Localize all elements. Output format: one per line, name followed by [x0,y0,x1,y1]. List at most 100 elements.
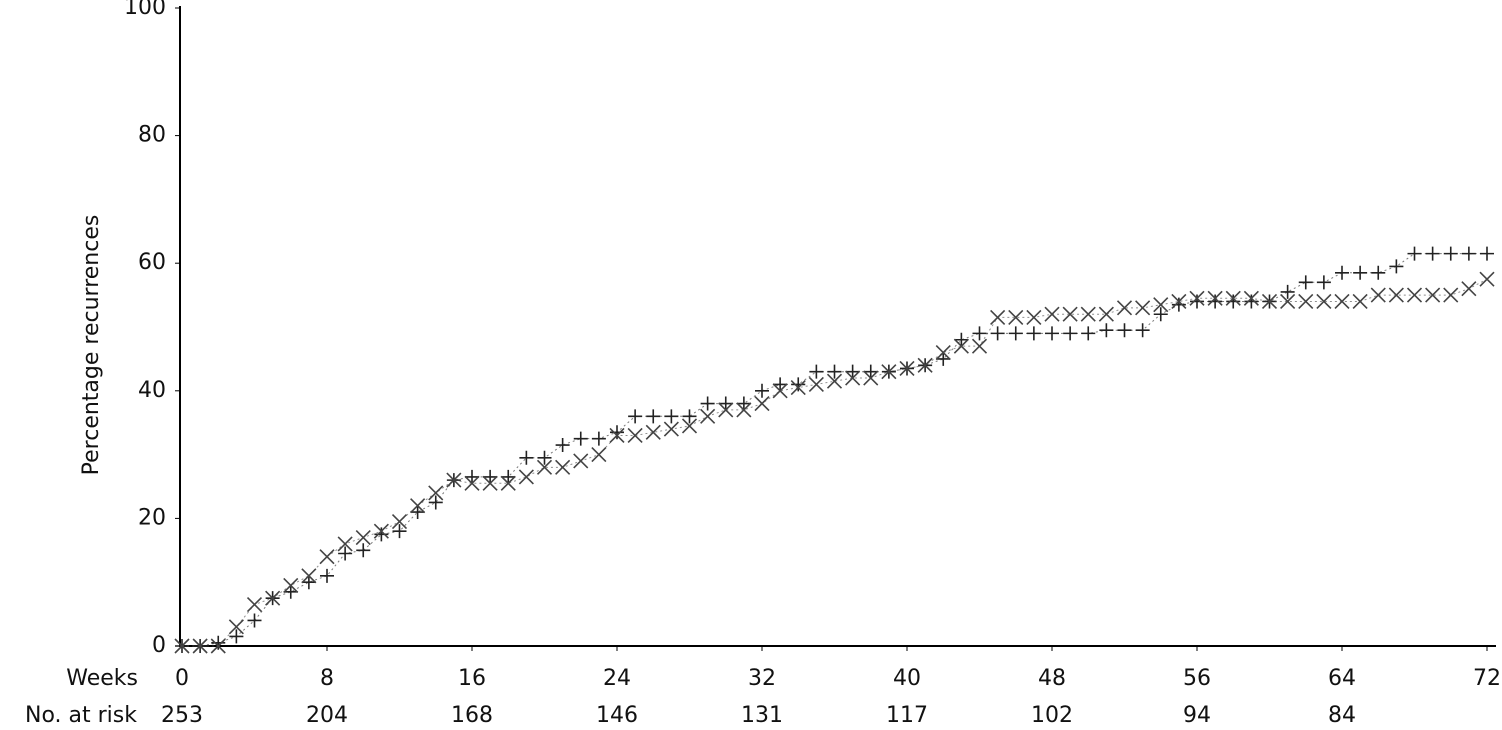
x-tick-label: 56 [1183,666,1211,691]
marker [1479,271,1495,287]
marker [609,427,625,444]
marker [935,344,951,361]
marker [410,498,426,514]
risk-value: 84 [1328,703,1356,728]
marker [210,638,226,654]
marker [1117,323,1132,338]
marker [791,377,806,392]
marker [319,549,335,565]
marker [1353,265,1368,280]
marker [446,472,462,488]
marker [211,635,226,650]
series-line [182,278,1488,647]
marker [1063,326,1078,341]
marker [1371,265,1386,280]
marker [483,469,498,484]
marker [1026,309,1042,325]
marker [1388,287,1404,303]
y-tick-label: 20 [138,505,166,530]
marker [391,514,408,530]
marker [465,469,479,484]
marker [772,383,788,399]
marker [1171,297,1186,312]
marker [610,425,624,440]
marker [464,475,480,491]
x-tick-label: 40 [893,666,921,691]
marker [1026,326,1041,341]
marker [229,629,244,644]
marker [1081,326,1096,341]
marker [1153,297,1169,313]
marker [428,485,444,501]
marker [518,469,534,485]
marker [1425,246,1440,261]
marker [1425,287,1441,303]
marker [628,409,643,424]
risk-value: 168 [451,703,493,728]
marker [1480,246,1494,261]
y-axis-label: Percentage recurrences [79,215,104,476]
risk-value: 204 [306,703,348,728]
risk-value: 102 [1031,703,1073,728]
marker [1045,326,1059,341]
marker [845,370,861,386]
marker [773,377,788,392]
marker [265,590,281,606]
marker [228,619,244,635]
marker [1226,294,1241,309]
marker [736,402,752,418]
marker [917,357,933,373]
marker [320,568,334,583]
marker [845,364,860,379]
marker [1062,306,1078,322]
marker [591,431,606,446]
marker [1171,293,1187,310]
marker [972,326,987,341]
marker [754,395,770,412]
marker [1335,265,1349,280]
marker [646,409,661,424]
marker [990,326,1005,341]
marker [246,596,263,613]
marker [1407,246,1422,261]
risk-value: 253 [161,703,203,728]
marker [645,424,661,440]
marker [1370,287,1386,303]
marker [1116,300,1133,316]
marker [809,364,824,379]
marker [1334,293,1350,310]
marker [1190,294,1204,309]
marker [501,469,516,484]
marker [482,475,498,491]
marker [1461,281,1477,297]
marker [1352,293,1368,310]
y-tick-label: 100 [124,0,166,20]
x-tick-label: 48 [1038,666,1066,691]
marker [682,409,697,424]
marker [1261,293,1278,310]
marker [392,524,407,539]
marker [1080,306,1096,322]
marker [627,427,643,444]
marker [1153,307,1168,322]
marker [863,364,878,379]
marker [718,396,733,411]
marker [519,450,534,465]
marker [1208,294,1223,309]
marker [863,370,879,386]
marker [573,431,588,446]
risk-label: No. at risk [25,703,137,728]
marker [990,309,1006,325]
marker [174,638,190,654]
x-tick-label: 64 [1328,666,1356,691]
series-line [182,253,1487,647]
marker [827,364,842,379]
y-tick-label: 60 [138,250,166,275]
x-tick-label: 16 [458,666,486,691]
marker [374,527,389,542]
marker [410,505,425,520]
marker [664,409,679,424]
marker [899,360,915,377]
y-tick-label: 0 [152,633,166,658]
risk-value: 94 [1183,703,1211,728]
